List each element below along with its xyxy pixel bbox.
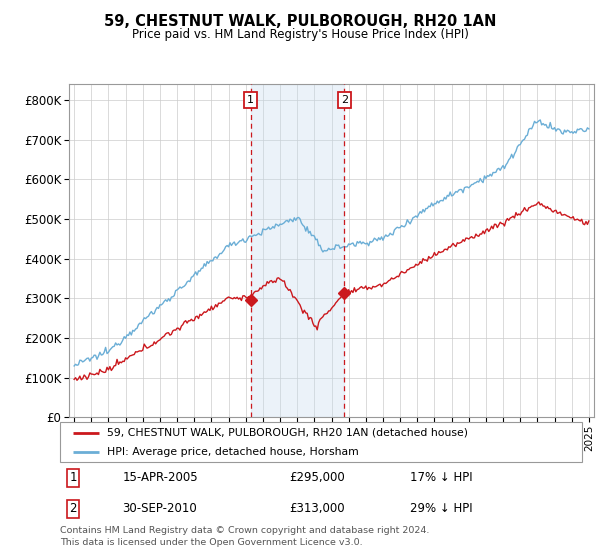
Text: 2: 2 [70,502,77,515]
Text: £313,000: £313,000 [290,502,346,515]
Text: Contains HM Land Registry data © Crown copyright and database right 2024.: Contains HM Land Registry data © Crown c… [60,526,430,535]
Text: 15-APR-2005: 15-APR-2005 [122,471,198,484]
Text: 1: 1 [70,471,77,484]
Bar [251,84,344,417]
Text: This data is licensed under the Open Government Licence v3.0.: This data is licensed under the Open Gov… [60,538,362,547]
Text: £295,000: £295,000 [290,471,346,484]
Text: 29% ↓ HPI: 29% ↓ HPI [410,502,472,515]
Text: 1: 1 [247,95,254,105]
Text: 59, CHESTNUT WALK, PULBOROUGH, RH20 1AN (detached house): 59, CHESTNUT WALK, PULBOROUGH, RH20 1AN … [107,428,468,438]
Text: 2: 2 [341,95,348,105]
FancyBboxPatch shape [60,422,582,462]
Text: 59, CHESTNUT WALK, PULBOROUGH, RH20 1AN: 59, CHESTNUT WALK, PULBOROUGH, RH20 1AN [104,14,496,29]
Text: 30-SEP-2010: 30-SEP-2010 [122,502,197,515]
Text: HPI: Average price, detached house, Horsham: HPI: Average price, detached house, Hors… [107,447,359,457]
Text: 17% ↓ HPI: 17% ↓ HPI [410,471,472,484]
Text: Price paid vs. HM Land Registry's House Price Index (HPI): Price paid vs. HM Land Registry's House … [131,28,469,41]
